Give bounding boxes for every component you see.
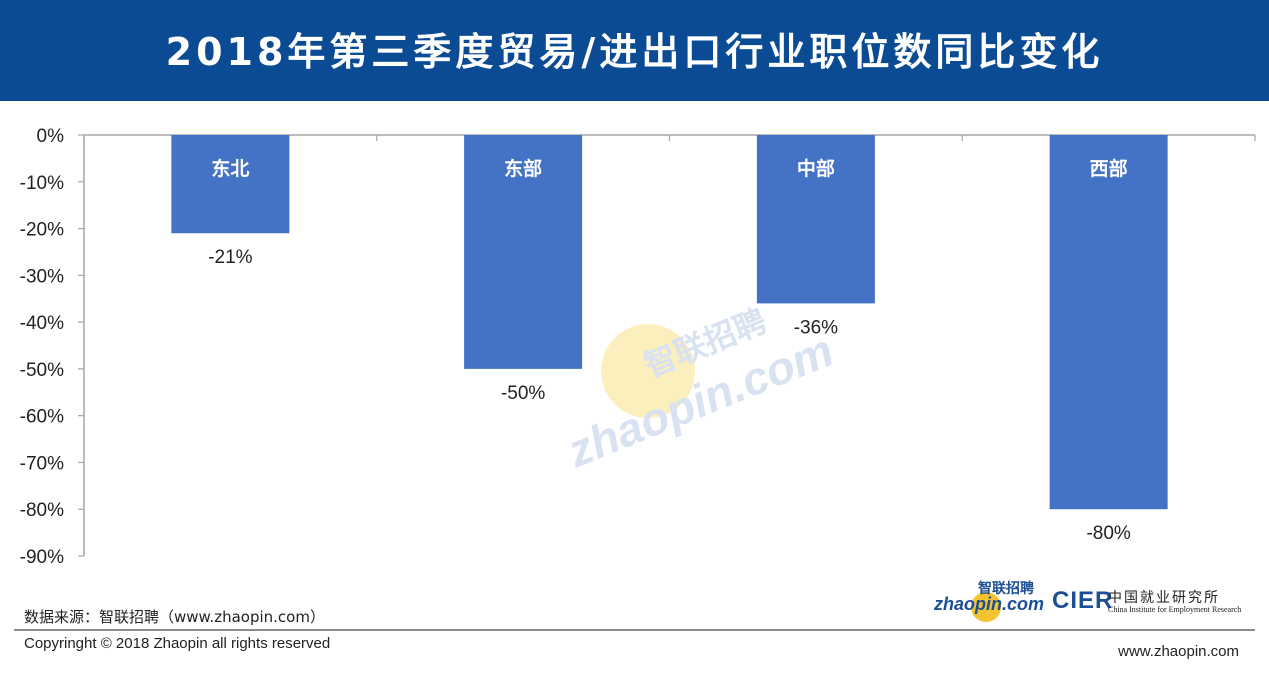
zhaopin-logo-en: zhaopin.com <box>934 594 1044 614</box>
y-tick-label: -30% <box>20 266 64 287</box>
data-label: -21% <box>208 247 252 268</box>
category-label: 东北 <box>211 157 249 180</box>
footer-divider <box>14 629 1255 631</box>
y-tick-label: -40% <box>20 313 64 334</box>
bar-chart: zhaopin.com 智联招聘 0%-10%-20%-30%-40%-50%-… <box>20 126 1256 568</box>
bar <box>464 135 583 369</box>
cier-name-cn: 中国就业研究所 <box>1108 590 1220 606</box>
cier-name-en: China Institute for Employment Research <box>1108 605 1242 614</box>
y-tick-label: -60% <box>20 407 64 428</box>
bar <box>1049 135 1168 510</box>
watermark-circle <box>601 324 695 418</box>
chart-title: 2018年第三季度贸易/进出口行业职位数同比变化 <box>165 30 1104 74</box>
chart-axes: 0% -10% -20% -30% -40% -50% -60% -70% -80% -90% <box>20 126 1256 568</box>
data-label: -36% <box>794 317 838 338</box>
chart-labels: 东北 -21% 东部 -50% 中部 -36% 西部 -80% <box>208 157 1131 544</box>
data-label: -80% <box>1086 523 1130 544</box>
site-url[interactable]: www.zhaopin.com <box>1118 643 1239 660</box>
chart-bars <box>171 135 1168 510</box>
cier-logo: CIER 中国就业研究所 China Institute for Employm… <box>1052 585 1252 619</box>
copyright-text: Copyringht © 2018 Zhaopin all rights res… <box>24 635 331 652</box>
cier-abbr: CIER <box>1052 587 1114 614</box>
y-tick-label: -10% <box>20 173 64 194</box>
category-label: 东部 <box>504 157 542 180</box>
bar <box>171 135 290 234</box>
y-tick-label: 0% <box>37 126 65 147</box>
zhaopin-logo: 智联招聘 zhaopin.com <box>934 580 1044 622</box>
zhaopin-logo-circle <box>971 592 1001 622</box>
data-label: -50% <box>501 383 545 404</box>
y-tick-label: -70% <box>20 453 64 474</box>
title-banner <box>0 0 1269 101</box>
data-source: 数据来源：智联招聘（www.zhaopin.com） <box>24 608 325 626</box>
zhaopin-logo-cn: 智联招聘 <box>977 580 1034 597</box>
y-tick-label: -80% <box>20 500 64 521</box>
bar <box>756 135 875 304</box>
y-tick-label: -90% <box>20 547 64 568</box>
category-label: 西部 <box>1090 157 1128 180</box>
y-tick-label: -20% <box>20 220 64 241</box>
category-label: 中部 <box>797 157 835 180</box>
y-tick-label: -50% <box>20 360 64 381</box>
